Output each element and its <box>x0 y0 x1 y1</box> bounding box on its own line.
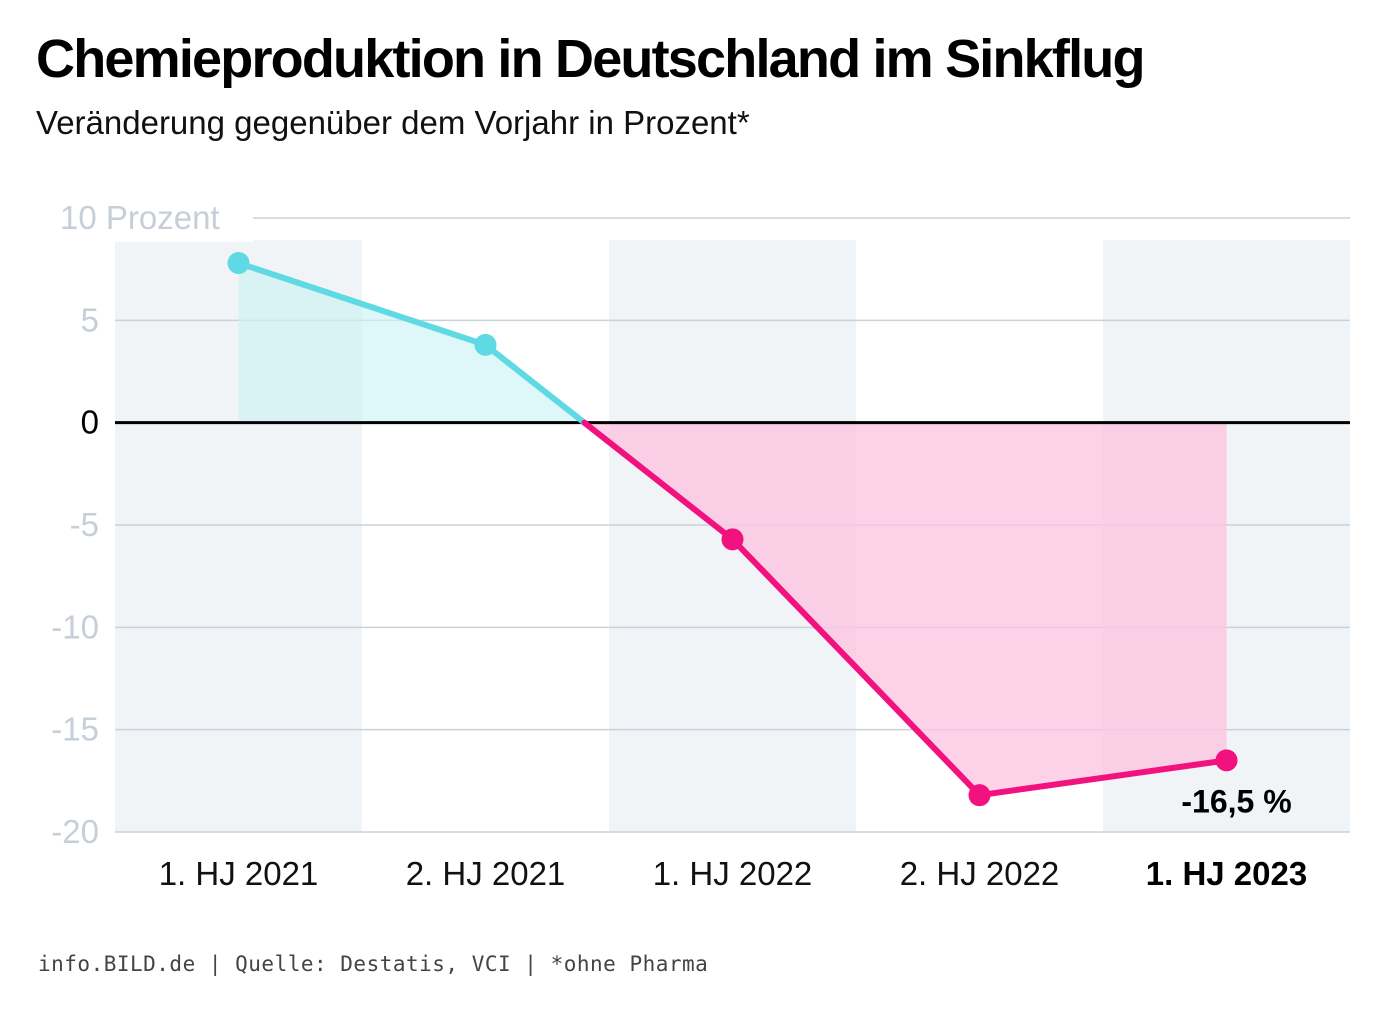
x-tick-label: 1. HJ 2023 <box>1146 855 1307 892</box>
negative-line <box>581 419 1230 799</box>
y-tick-label: 0 <box>81 404 99 441</box>
tick-label-bg <box>55 194 253 242</box>
data-point <box>721 528 744 551</box>
y-tick-label: -5 <box>70 506 99 543</box>
x-tick-label: 2. HJ 2021 <box>406 855 566 892</box>
data-point <box>474 333 497 356</box>
x-tick-label: 1. HJ 2021 <box>159 855 319 892</box>
data-label: -16,5 % <box>1181 783 1291 819</box>
x-tick-label: 2. HJ 2022 <box>900 855 1060 892</box>
y-tick-label: 5 <box>81 301 99 338</box>
positive-area <box>238 263 585 423</box>
data-point <box>227 252 250 275</box>
data-point <box>968 784 991 807</box>
y-tick-label: -15 <box>51 711 99 748</box>
negative-area <box>584 422 1227 796</box>
y-axis-ticks: 10 Prozent 5 0 -5 -10 -15 -20 <box>51 194 253 850</box>
chart-subtitle: Veränderung gegenüber dem Vorjahr in Pro… <box>36 104 750 141</box>
x-axis-labels: 1. HJ 2021 2. HJ 2021 1. HJ 2022 2. HJ 2022… <box>159 855 1308 892</box>
y-tick-label: -10 <box>51 608 99 645</box>
chart-title: Chemieproduktion in Deutschland im Sinkf… <box>36 29 1145 89</box>
y-tick-label: 10 Prozent <box>60 199 220 236</box>
source-footer: info.BILD.de | Quelle: Destatis, VCI | *… <box>38 952 709 976</box>
data-point <box>1215 749 1238 772</box>
data-points <box>227 252 1238 807</box>
x-tick-label: 1. HJ 2022 <box>653 855 813 892</box>
y-tick-label: -20 <box>51 813 99 850</box>
area-fills <box>238 263 1227 796</box>
data-labels: -16,5 % <box>1181 783 1291 819</box>
line-chart: 10 Prozent 5 0 -5 -10 -15 -20 1. HJ 2021 2. HJ … <box>51 194 1350 892</box>
